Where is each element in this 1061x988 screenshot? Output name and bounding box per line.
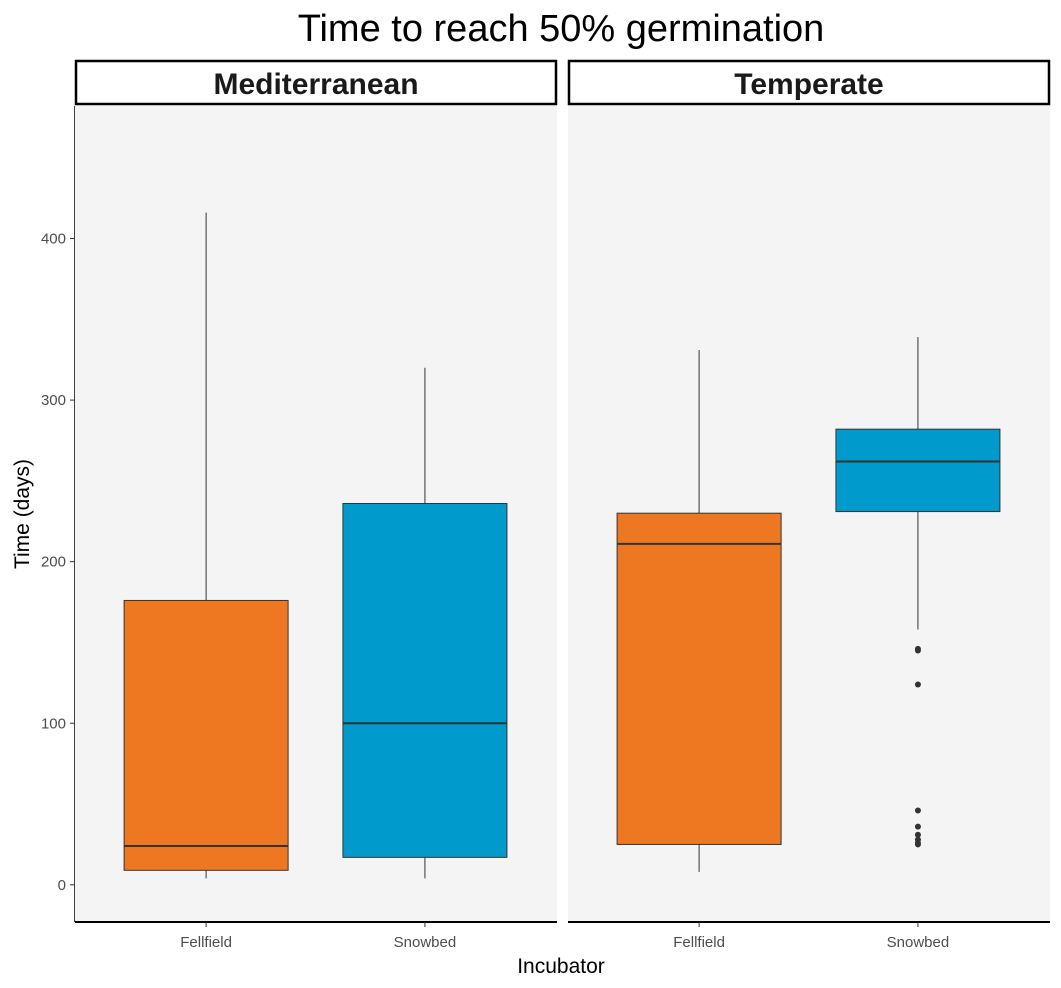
outlier-point-4 [914,823,921,830]
panel-temperate: Temperate Fellfield Snowbed [567,59,1051,951]
y-tick-label-100: 100 [41,715,66,732]
y-tick-label-400: 400 [41,230,66,247]
outlier-point-3 [914,807,921,814]
box-body [616,512,782,845]
outlier-point-5 [914,831,921,838]
strip-label-temperate: Temperate [734,68,884,101]
outlier-point-1 [914,647,921,654]
chart-title: Time to reach 50% germination [298,8,825,50]
box-mediterranean-fellfield [123,212,289,879]
y-axis: 0 100 200 300 400 [41,106,76,922]
x-tick-label-mediterranean-snowbed: Snowbed [394,934,457,951]
y-tick-label-300: 300 [41,392,66,409]
box-temperate-fellfield [616,349,782,872]
strip-temperate [567,59,1051,106]
x-axis-title: Incubator [517,955,605,978]
y-tick-label-200: 200 [41,554,66,571]
strip-mediterranean [74,59,558,106]
box-mediterranean-snowbed [342,367,508,879]
y-axis-title: Time (days) [11,459,34,569]
outlier-point-2 [914,681,921,688]
box-body [835,428,1001,513]
outlier-point-8 [914,841,921,848]
x-tick-label-temperate-snowbed: Snowbed [887,934,950,951]
x-tick-label-mediterranean-fellfield: Fellfield [180,934,232,951]
box-body [342,502,508,858]
y-tick-label-0: 0 [58,877,66,894]
x-tick-label-temperate-fellfield: Fellfield [673,934,725,951]
panel-mediterranean: Mediterranean Fellfield Snowbed [74,59,558,951]
box-temperate-snowbed [835,337,1001,848]
box-body [123,599,289,871]
strip-label-mediterranean: Mediterranean [213,68,418,101]
